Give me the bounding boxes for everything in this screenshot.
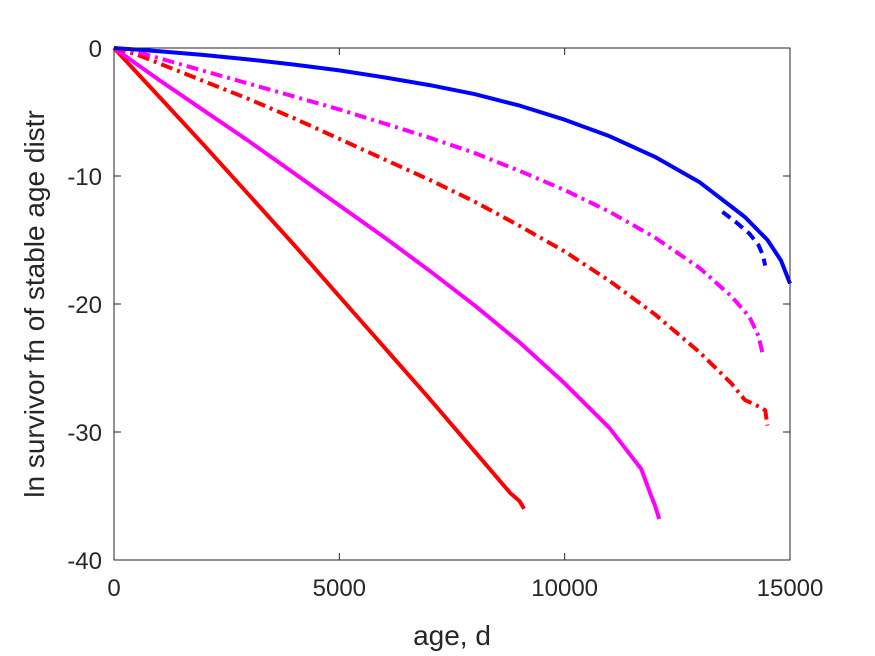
x-axis-label: age, d	[413, 620, 491, 651]
series-line-2	[112, 46, 662, 520]
series-line-4	[113, 46, 765, 356]
y-axis-label: ln survivor fn of stable age distr	[19, 110, 50, 498]
tick-layer: 0 5000 10000 15000 0 -10 -20 -30 -40	[67, 36, 823, 602]
y-tick-label: 0	[89, 36, 102, 63]
series-line-6	[113, 46, 792, 285]
x-tick-label: 0	[107, 575, 120, 602]
x-tick-label: 10000	[531, 575, 598, 602]
x-tick-label: 15000	[757, 575, 824, 602]
series-line-3	[113, 46, 770, 426]
y-tick-label: -20	[67, 292, 102, 319]
plot-area	[114, 48, 790, 560]
x-tick-label: 5000	[313, 575, 366, 602]
series-line-1	[112, 46, 526, 510]
y-tick-label: -40	[67, 548, 102, 575]
y-tick-label: -10	[67, 164, 102, 191]
series-layer	[112, 46, 792, 520]
y-tick-label: -30	[67, 420, 102, 447]
